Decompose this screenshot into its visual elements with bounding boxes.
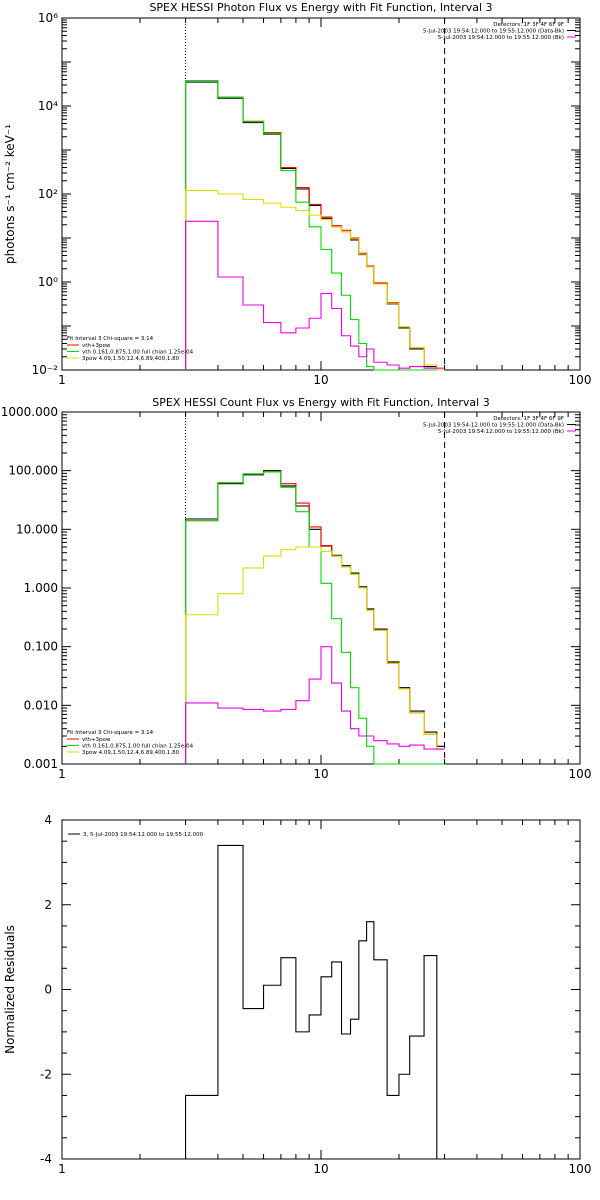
y-tick-label: 0	[44, 983, 52, 997]
info-line: 5-Jul-2003 19:54:12.000 to 19:55:12.000 …	[423, 423, 564, 429]
y-tick-label: 10.000	[16, 522, 58, 536]
fit-legend-label: vth+3pow	[82, 737, 111, 743]
series-power-line	[185, 546, 445, 764]
fit-legend-header: Fit Interval 3 Chi-square = 3.14	[67, 336, 154, 342]
x-tick-label: 1	[58, 767, 66, 781]
photon-flux-chart: SPEX HESSI Photon Flux vs Energy with Fi…	[3, 1, 592, 387]
chart-title: SPEX HESSI Photon Flux vs Energy with Fi…	[149, 1, 492, 14]
y-tick-label: 2	[44, 898, 52, 912]
y-axis-label: photons s⁻¹ cm⁻² keV⁻¹	[3, 124, 17, 264]
x-tick-label: 100	[569, 1162, 592, 1176]
x-tick-label: 10	[313, 373, 328, 387]
x-tick-label: 100	[569, 767, 592, 781]
chart-title: SPEX HESSI Count Flux vs Energy with Fit…	[152, 396, 489, 409]
info-line: 5-Jul-2003 19:54:12.000 to 19:55:12.000 …	[438, 35, 564, 41]
x-tick-label: 1	[58, 373, 66, 387]
info-line: Detectors: 1F 3F 4F 6F 9F	[493, 22, 564, 28]
residuals-chart: 1 10 100 -4 -2 0 2 4 Normalized Residuals 3, 5-Ju…	[3, 813, 592, 1176]
y-tick-label: 10⁶	[38, 11, 58, 25]
x-tick-label: 1	[58, 1162, 66, 1176]
x-tick-label: 10	[313, 1162, 328, 1176]
x-tick-label: 10	[313, 767, 328, 781]
series-thermal-line	[185, 79, 445, 371]
fit-legend-label: vth+3pow	[82, 343, 111, 349]
y-tick-label: 0.100	[24, 640, 58, 654]
info-line: Detectors: 1F 3F 4F 6F 9F	[493, 416, 564, 422]
plot-frame	[61, 411, 581, 765]
series-data-line	[185, 470, 445, 764]
fit-legend-label: 3pow 4.09,1.50,12.4,6.89,400,1.80	[82, 356, 180, 362]
y-tick-label: 0.001	[24, 757, 58, 771]
y-tick-label: -2	[40, 1067, 52, 1081]
info-line: 5-Jul-2003 19:54:12.000 to 19:55:12.000 …	[423, 29, 564, 35]
y-tick-label: 4	[44, 813, 52, 827]
y-tick-label: 10²	[38, 187, 58, 201]
y-tick-label: 0.010	[24, 698, 58, 712]
x-tick-label: 100	[569, 373, 592, 387]
info-line: 5-Jul-2003 19:54:12.000 to 19:55:12.000 …	[438, 429, 564, 435]
count-flux-chart: SPEX HESSI Count Flux vs Energy with Fit…	[1, 396, 592, 781]
y-tick-label: 10⁻²	[32, 363, 59, 377]
series-background-line	[185, 220, 445, 370]
fit-legend-label: vth 0.161,0.875,1.00 full chian 1.25e-04	[82, 744, 194, 750]
fit-legend-header: Fit Interval 3 Chi-square = 3.14	[67, 730, 154, 736]
y-tick-label: 1000.000	[1, 405, 58, 419]
legend-label: 3, 5-Jul-2003 19:54:12.000 to 19:55:12.0…	[83, 832, 204, 838]
y-axis-label: Normalized Residuals	[3, 925, 17, 1054]
y-tick-label: -4	[40, 1152, 52, 1166]
fit-legend-label: vth 0.161,0.875,1.00 full chian 1.25e-04	[82, 350, 194, 356]
y-tick-label: 10⁴	[38, 99, 58, 113]
series-total-line	[185, 471, 445, 764]
fit-legend-label: 3pow 4.09,1.50,12.4,6.89,400,1.80	[82, 750, 180, 756]
series-power-line	[185, 189, 445, 371]
y-tick-label: 10⁰	[38, 275, 58, 289]
series-background-line	[185, 646, 445, 764]
y-tick-label: 1.000	[24, 581, 58, 595]
series-residuals-line	[185, 844, 445, 1160]
y-tick-label: 100.000	[8, 464, 58, 478]
series-thermal-line	[185, 471, 445, 765]
